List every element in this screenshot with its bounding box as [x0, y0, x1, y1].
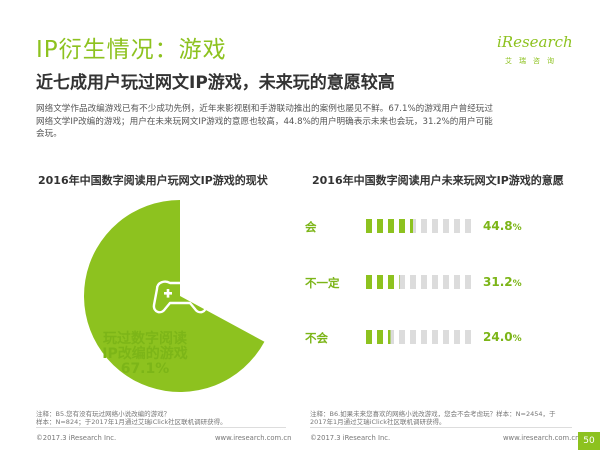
bar-segment-filled	[366, 219, 372, 233]
bar-value-label: 44.8%	[483, 219, 522, 233]
bar-segment-empty	[432, 219, 438, 233]
iresearch-logo: iResearch 艾瑞咨询	[497, 33, 573, 69]
bar-segment-filled	[399, 219, 405, 233]
bar-segment-empty	[421, 275, 427, 289]
intro-text: 网络文学作品改编游戏已有不少成功先例，近年来影视剧和手游联动推出的案例也屡见不鲜…	[36, 103, 576, 141]
bar-segment-empty	[465, 275, 471, 289]
bar-segment-filled	[377, 275, 383, 289]
bar-value-label: 24.0%	[483, 330, 522, 344]
bar-segment-empty	[443, 330, 449, 344]
footnote-line: 样本：N=824；于2017年1月通过艾瑞iClick社区联机调研获得。	[36, 418, 227, 426]
bar-category-label: 不会	[305, 331, 328, 345]
bar-segment-empty	[432, 330, 438, 344]
footnote-line: 注释：B6.如果未来您喜欢的网络小说改游戏，您会不会考虑玩？样本：N=2454，…	[310, 410, 556, 418]
bar-segment-empty	[454, 330, 460, 344]
website-left: www.iresearch.com.cn	[215, 434, 292, 442]
pie-slice-label: 玩过数字阅读 IP改编的游戏 67.1%	[60, 332, 230, 377]
copyright-right: ©2017.3 iResearch Inc.	[310, 434, 391, 442]
bar-value-number: 24.0	[483, 330, 513, 344]
bar-segment-empty	[410, 275, 416, 289]
pie-chart	[84, 200, 265, 392]
bar-segment-filled	[377, 330, 383, 344]
bar-category-label: 会	[305, 220, 317, 234]
bar-segment-empty	[454, 275, 460, 289]
gamepad-icon	[152, 280, 208, 314]
bar-segment-filled	[388, 275, 394, 289]
bar-value-number: 44.8	[483, 219, 513, 233]
bar-segment-partial	[410, 219, 416, 233]
bar-segment-partial	[399, 275, 405, 289]
bar-chart-title: 2016年中国数字阅读用户未来玩网文IP游戏的意愿	[312, 174, 564, 187]
page-number: 50	[578, 432, 600, 450]
bar-value-unit: %	[512, 334, 522, 344]
bar-segment-filled	[366, 275, 372, 289]
bar-segment-empty	[454, 219, 460, 233]
pie-label-value: 67.1%	[120, 361, 170, 377]
page-title: IP衍生情况：游戏	[36, 37, 227, 63]
footer-divider	[310, 427, 572, 428]
footnote-line: 注释：B5.您有没有玩过网络小说改编的游戏？	[36, 410, 171, 418]
page-subtitle: 近七成用户玩过网文IP游戏，未来玩的意愿较高	[36, 73, 395, 93]
bar-segment-filled	[377, 219, 383, 233]
bar-value-unit: %	[512, 223, 522, 233]
logo-wordmark: iResearch	[497, 33, 573, 51]
footnote-left: 注释：B5.您有没有玩过网络小说改编的游戏？ 样本：N=824；于2017年1月…	[36, 410, 276, 426]
bar-segment-empty	[465, 330, 471, 344]
pie-label-line: IP改编的游戏	[102, 346, 188, 362]
bar-track	[366, 275, 476, 289]
bar-segment-empty	[399, 330, 405, 344]
pie-slice-played	[84, 200, 265, 392]
footnote-right: 注释：B6.如果未来您喜欢的网络小说改游戏，您会不会考虑玩？样本：N=2454，…	[310, 410, 572, 426]
bar-value-unit: %	[512, 279, 522, 289]
bar-segment-empty	[443, 219, 449, 233]
footnote-line: 2017年1月通过艾瑞iClick社区联机调研获得。	[310, 418, 446, 426]
bar-segment-empty	[432, 275, 438, 289]
bar-value-number: 31.2	[483, 275, 513, 289]
bar-segment-filled	[388, 219, 394, 233]
bar-category-label: 不一定	[305, 276, 340, 290]
copyright-left: ©2017.3 iResearch Inc.	[36, 434, 117, 442]
pie-label-line: 玩过数字阅读	[103, 331, 187, 347]
pie-chart-title: 2016年中国数字阅读用户玩网文IP游戏的现状	[38, 174, 268, 187]
website-right: www.iresearch.com.cn	[503, 434, 580, 442]
bar-track	[366, 330, 476, 344]
bar-segment-filled	[366, 330, 372, 344]
bar-segment-partial	[388, 330, 394, 344]
bar-track	[366, 219, 476, 233]
bar-segment-empty	[421, 219, 427, 233]
intro-line: 网络文学IP改编的游戏；用户在未来玩网文IP游戏的意愿也较高，44.8%的用户明…	[36, 116, 493, 127]
intro-line: 网络文学作品改编游戏已有不少成功先例，近年来影视剧和手游联动推出的案例也屡见不鲜…	[36, 104, 493, 114]
logo-subtext: 艾瑞咨询	[505, 57, 561, 65]
bar-segment-empty	[443, 275, 449, 289]
footer-divider	[36, 427, 286, 428]
bar-segment-empty	[421, 330, 427, 344]
bar-segment-empty	[465, 219, 471, 233]
intro-line: 会玩。	[36, 129, 62, 139]
bar-value-label: 31.2%	[483, 275, 522, 289]
bar-segment-empty	[410, 330, 416, 344]
